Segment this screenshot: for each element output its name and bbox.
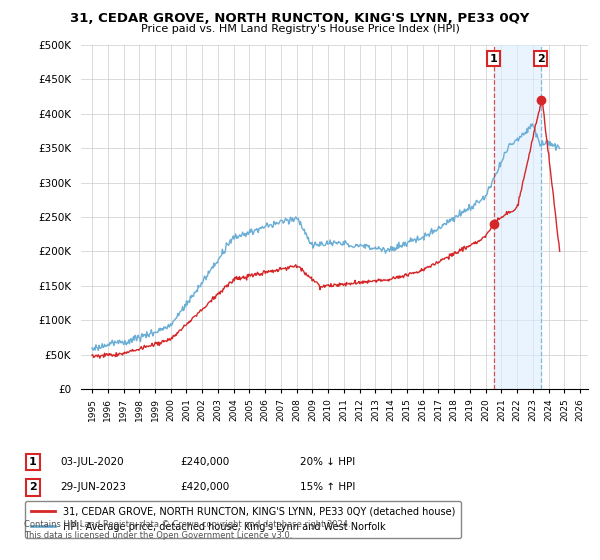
Text: £420,000: £420,000 xyxy=(180,482,229,492)
Text: 1: 1 xyxy=(490,54,497,64)
Text: 20% ↓ HPI: 20% ↓ HPI xyxy=(300,457,355,467)
Text: Price paid vs. HM Land Registry's House Price Index (HPI): Price paid vs. HM Land Registry's House … xyxy=(140,24,460,34)
Text: £240,000: £240,000 xyxy=(180,457,229,467)
Bar xyxy=(494,45,541,389)
Text: 1: 1 xyxy=(29,457,37,467)
Text: 15% ↑ HPI: 15% ↑ HPI xyxy=(300,482,355,492)
Bar xyxy=(541,45,588,389)
Text: This data is licensed under the Open Government Licence v3.0.: This data is licensed under the Open Gov… xyxy=(24,531,292,540)
Text: 29-JUN-2023: 29-JUN-2023 xyxy=(60,482,126,492)
Text: 2: 2 xyxy=(537,54,545,64)
Text: Contains HM Land Registry data © Crown copyright and database right 2024.: Contains HM Land Registry data © Crown c… xyxy=(24,520,350,529)
Text: 03-JUL-2020: 03-JUL-2020 xyxy=(60,457,124,467)
Text: 2: 2 xyxy=(29,482,37,492)
Text: 31, CEDAR GROVE, NORTH RUNCTON, KING'S LYNN, PE33 0QY: 31, CEDAR GROVE, NORTH RUNCTON, KING'S L… xyxy=(70,12,530,25)
Legend: 31, CEDAR GROVE, NORTH RUNCTON, KING'S LYNN, PE33 0QY (detached house), HPI: Ave: 31, CEDAR GROVE, NORTH RUNCTON, KING'S L… xyxy=(25,501,461,538)
